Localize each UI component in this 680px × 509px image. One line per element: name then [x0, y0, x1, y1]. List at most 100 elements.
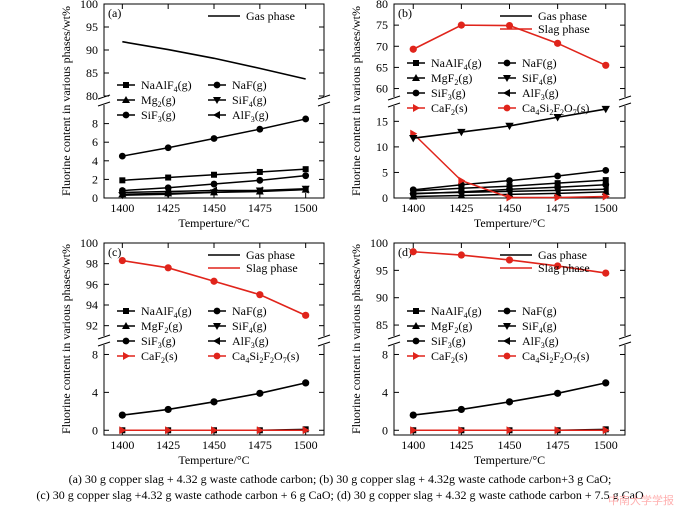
series-line — [122, 40, 306, 80]
panel-label: (b) — [398, 6, 412, 20]
data-point — [302, 172, 310, 180]
legend-marker — [122, 111, 130, 119]
legend-label: AlF3(g) — [232, 108, 269, 124]
data-point — [210, 135, 218, 142]
legend-label: CaF2(s) — [141, 349, 178, 365]
data-point — [458, 426, 466, 435]
legend-label: Slag phase — [538, 261, 590, 275]
data-point — [302, 166, 309, 173]
legend-marker — [123, 352, 130, 360]
axis-break-mark — [387, 102, 401, 108]
legend-label: CaF2(s) — [431, 101, 468, 117]
y-tick-label: 70 — [376, 39, 388, 53]
data-point — [554, 172, 562, 180]
y-tick-label: 8 — [92, 347, 98, 361]
data-point — [119, 426, 127, 435]
data-point — [256, 426, 264, 435]
legend-label: AlF3(g) — [522, 334, 559, 350]
x-tick-label: 1400 — [110, 201, 134, 215]
legend-marker — [412, 337, 420, 345]
x-axis-title: Temperture/°C — [178, 453, 249, 467]
x-tick-label: 1425 — [156, 438, 180, 452]
data-point — [210, 180, 218, 188]
data-point — [256, 125, 264, 133]
x-tick-label: 1475 — [248, 201, 272, 215]
y-tick-label: 5 — [382, 165, 388, 179]
y-tick-label: 10 — [376, 140, 388, 154]
data-point — [554, 180, 561, 187]
data-point — [505, 21, 514, 30]
y-tick-label: 85 — [86, 66, 98, 80]
legend-label: MgF2(g) — [141, 319, 182, 335]
legend-marker — [412, 322, 420, 329]
legend-label: Ca4Si2F2O7(s) — [232, 349, 299, 365]
data-point — [210, 277, 218, 285]
data-point — [457, 188, 465, 197]
legend-marker — [123, 308, 129, 314]
y-tick-label: 85 — [376, 318, 388, 332]
data-point — [601, 185, 609, 194]
legend-label: Ca4Si2F2O7(s) — [522, 101, 589, 117]
legend-marker — [213, 307, 221, 315]
data-point — [602, 167, 610, 174]
y-tick-label: 80 — [86, 89, 98, 103]
legend-marker — [413, 352, 420, 360]
legend-marker — [413, 104, 420, 112]
x-tick-label: 1425 — [449, 201, 473, 215]
y-tick-label: 90 — [376, 291, 388, 305]
legend-marker — [503, 104, 511, 112]
data-point — [505, 122, 514, 131]
legend-marker — [503, 307, 511, 315]
data-point — [505, 256, 514, 264]
y-tick-label: 96 — [86, 277, 98, 291]
legend-label: NaAlF4(g) — [141, 78, 192, 94]
axis-break-band — [386, 97, 633, 106]
y-tick-label: 4 — [92, 385, 98, 399]
y-tick-label: 0 — [92, 423, 98, 437]
data-point — [301, 185, 309, 194]
legend-marker — [123, 82, 129, 88]
legend-label: SiF4(g) — [522, 319, 557, 335]
data-point — [211, 426, 218, 435]
y-tick-label: 4 — [92, 154, 98, 168]
legend-marker — [213, 337, 220, 345]
legend-marker — [503, 59, 511, 67]
x-tick-label: 1500 — [594, 201, 618, 215]
legend-label: CaF2(s) — [431, 349, 468, 365]
y-tick-label: 95 — [86, 20, 98, 34]
legend-label: SiF3(g) — [431, 334, 466, 350]
data-point — [211, 171, 217, 178]
data-point — [165, 426, 173, 435]
data-point — [164, 405, 172, 414]
axis-break-mark — [387, 341, 401, 347]
legend-label: Gas phase — [246, 9, 295, 23]
data-point — [302, 379, 310, 387]
data-point — [553, 186, 561, 195]
data-point — [554, 426, 562, 435]
y-axis-title: Fluorine content in various phases/wt% — [59, 244, 73, 434]
figure-caption-line-1: (a) 30 g copper slag + 4.32 g waste cath… — [68, 472, 612, 486]
legend-marker — [213, 323, 221, 330]
legend-label: MgF2(g) — [431, 319, 472, 335]
data-point — [256, 168, 263, 175]
legend-label: Slag phase — [246, 261, 298, 275]
data-point — [256, 291, 264, 299]
data-point — [554, 39, 562, 47]
legend-label: Gas phase — [538, 9, 587, 23]
y-tick-label: 95 — [376, 263, 388, 277]
legend-label: NaF(g) — [522, 56, 557, 70]
axis-break-mark — [317, 94, 331, 100]
legend-marker — [213, 97, 221, 104]
legend-label: AlF3(g) — [232, 334, 269, 350]
y-tick-label: 2 — [92, 172, 98, 186]
legend-marker — [412, 89, 420, 97]
legend-marker — [412, 74, 420, 81]
x-tick-label: 1500 — [294, 438, 318, 452]
legend-label: NaAlF4(g) — [141, 304, 192, 320]
x-tick-label: 1400 — [401, 201, 425, 215]
x-tick-label: 1475 — [248, 438, 272, 452]
panel-label: (d) — [398, 245, 412, 259]
axis-break-mark — [387, 334, 401, 340]
data-point — [409, 189, 417, 198]
y-tick-label: 15 — [376, 114, 388, 128]
